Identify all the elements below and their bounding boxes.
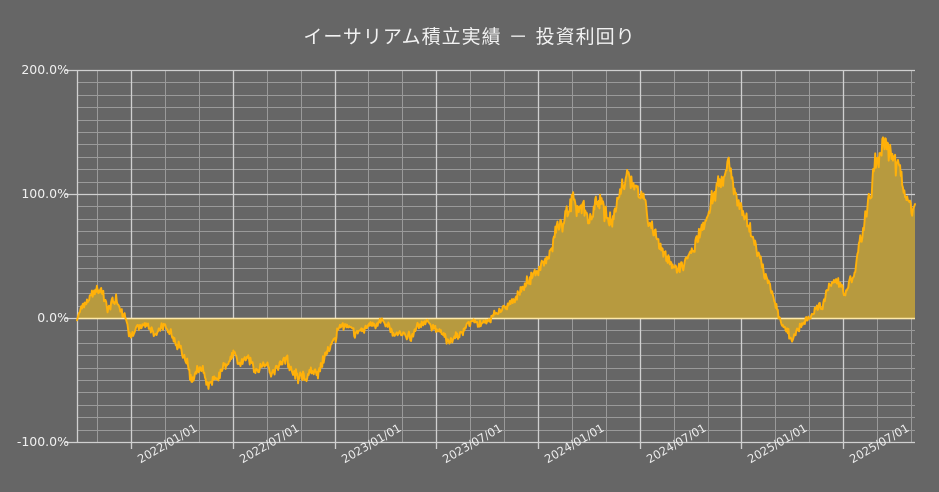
y-axis-tick-label: 200.0%: [21, 62, 69, 77]
y-axis-tick-label: 100.0%: [21, 186, 69, 201]
area-fill-path: [77, 137, 915, 389]
grid-minor-horizontal: [77, 82, 915, 431]
y-axis-tick-label: -100.0%: [16, 434, 69, 449]
chart-title: イーサリアム積立実績 － 投資利回り: [303, 26, 636, 48]
series-line-path: [76, 136, 916, 390]
y-axis-tick-label: 0.0%: [37, 310, 69, 325]
